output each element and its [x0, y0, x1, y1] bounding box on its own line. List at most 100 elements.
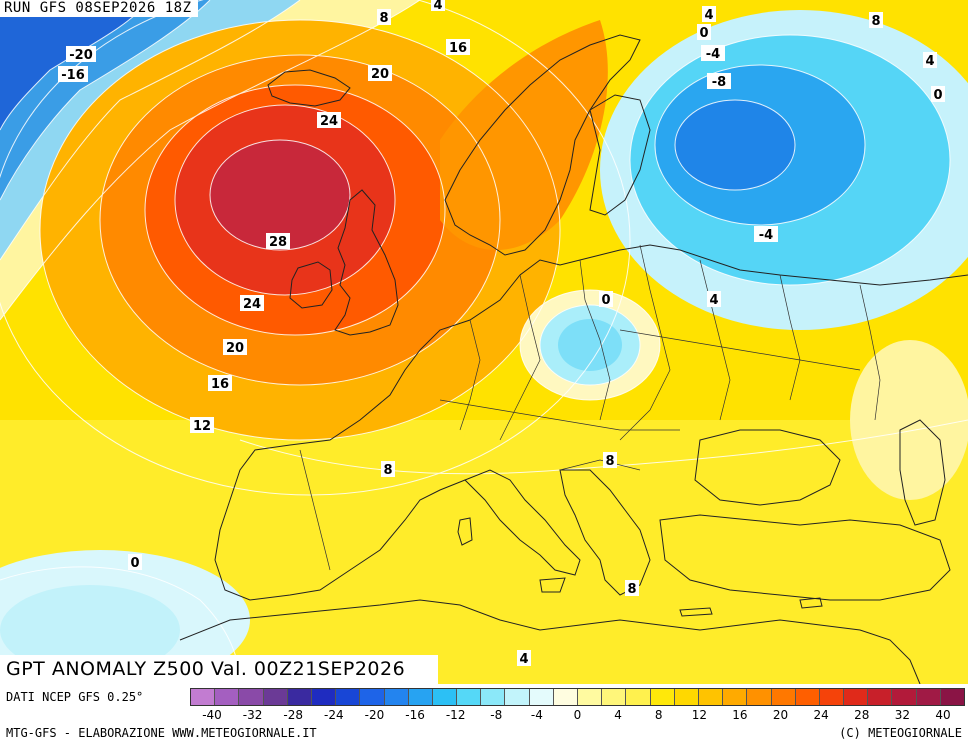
anomaly-field [0, 0, 968, 684]
label-4-central-east: 4 [707, 291, 721, 308]
contour [0, 566, 241, 684]
border [779, 274, 801, 401]
caspian-coast [899, 419, 946, 526]
legend-swatch [723, 689, 748, 705]
svg-text:4: 4 [925, 54, 934, 69]
legend-tick-label: 20 [772, 708, 789, 722]
label-20-north: 20 [368, 65, 392, 82]
label-minus4-east: -4 [754, 226, 778, 243]
label-24-north: 24 [317, 112, 341, 129]
legend-tick-label: -16 [405, 708, 425, 722]
legend-swatch [868, 689, 893, 705]
svg-text:8: 8 [627, 582, 636, 597]
legend-tick-label: -20 [364, 708, 385, 722]
data-source-label: DATI NCEP GFS 0.25° [6, 690, 144, 704]
svg-text:20: 20 [226, 341, 244, 356]
svg-text:4: 4 [519, 652, 528, 667]
svg-text:-4: -4 [706, 47, 720, 62]
legend-swatch [650, 689, 675, 705]
label-4-northeast-top: 4 [702, 6, 716, 23]
iceland-coast [267, 69, 351, 107]
anomaly-map: -20 -16 8 4 16 20 24 28 [0, 0, 968, 684]
legend-swatch [360, 689, 385, 705]
legend-swatch [940, 689, 964, 705]
field-southwest-low-core [0, 585, 180, 675]
svg-text:4: 4 [433, 0, 442, 13]
legend-swatch [553, 689, 578, 705]
label-24-south: 24 [240, 295, 264, 312]
contour-labels: -20 -16 8 4 16 20 24 28 [58, 0, 945, 667]
field-ridge-core [210, 140, 350, 250]
border [619, 329, 861, 371]
svg-text:24: 24 [243, 297, 261, 312]
legend-swatch [505, 689, 530, 705]
field-central-low-core [558, 319, 622, 371]
britain-coast [334, 189, 399, 336]
border [699, 259, 731, 421]
svg-text:0: 0 [933, 88, 942, 103]
label-8-greece: 8 [625, 580, 639, 597]
svg-text:12: 12 [193, 419, 211, 434]
north-africa-coast [179, 599, 921, 684]
border [439, 399, 680, 431]
svg-text:16: 16 [449, 41, 467, 56]
crete-coast [679, 607, 713, 617]
legend-swatch [698, 689, 724, 705]
svg-text:8: 8 [379, 11, 388, 26]
legend-swatch [819, 689, 845, 705]
map-title: GPT ANOMALY Z500 Val. 00Z21SEP2026 [0, 655, 438, 684]
iberia-coast [214, 349, 466, 601]
border [559, 459, 641, 471]
legend-swatch [408, 689, 433, 705]
legend-tick-label: -40 [202, 708, 222, 722]
legend-swatch [311, 689, 337, 705]
label-8-france: 8 [381, 461, 395, 478]
svg-text:24: 24 [320, 114, 338, 129]
legend-swatch [578, 689, 603, 705]
svg-text:-4: -4 [759, 228, 773, 243]
legend-tick-label: 24 [813, 708, 829, 722]
svg-text:28: 28 [269, 235, 287, 250]
border [619, 244, 671, 441]
border [459, 319, 481, 431]
continent-west-coast [419, 244, 968, 351]
legend-swatch [336, 689, 361, 705]
contour [174, 104, 396, 296]
legend-tick-label: 0 [573, 708, 582, 722]
border [859, 284, 881, 421]
legend-tick-label: -4 [530, 708, 543, 722]
coastlines [179, 34, 968, 684]
svg-text:0: 0 [130, 556, 139, 571]
legend-swatch [844, 689, 869, 705]
contour [209, 139, 351, 251]
legend-swatch [892, 689, 917, 705]
contour [0, 0, 301, 261]
sardinia-coast [457, 517, 473, 546]
label-16-north: 16 [446, 39, 470, 56]
border [299, 449, 331, 571]
label-8-northeast: 8 [869, 12, 883, 29]
turkey-coast [659, 514, 951, 601]
cyprus-coast [799, 597, 823, 609]
field-scandinavia-orange [440, 20, 608, 250]
italy-coast [464, 469, 581, 576]
legend-swatch [916, 689, 941, 705]
legend-ticks: -40 -32 -28 -24 -20 -16 -12 -8 -4 0 4 8 12 16 20 24 28 32… [190, 708, 965, 722]
legend-tick-label: -28 [283, 708, 304, 722]
field-northwest-blue-core [0, 0, 150, 130]
label-20-south: 20 [223, 339, 247, 356]
label-minus16: -16 [58, 66, 88, 83]
field-northeast-core [675, 100, 795, 190]
legend-swatch [626, 689, 651, 705]
label-28: 28 [266, 233, 290, 250]
svg-text:16: 16 [211, 377, 229, 392]
legend-colorbar [190, 688, 965, 706]
label-minus4-northeast: -4 [701, 45, 725, 62]
contour [519, 289, 661, 401]
legend-tick-label: 28 [854, 708, 870, 722]
legend-tick-label: -8 [490, 708, 503, 722]
label-minus8-northeast: -8 [707, 73, 731, 90]
contour [539, 304, 641, 386]
contour [144, 84, 446, 336]
legend-tick-label: -24 [324, 708, 344, 722]
